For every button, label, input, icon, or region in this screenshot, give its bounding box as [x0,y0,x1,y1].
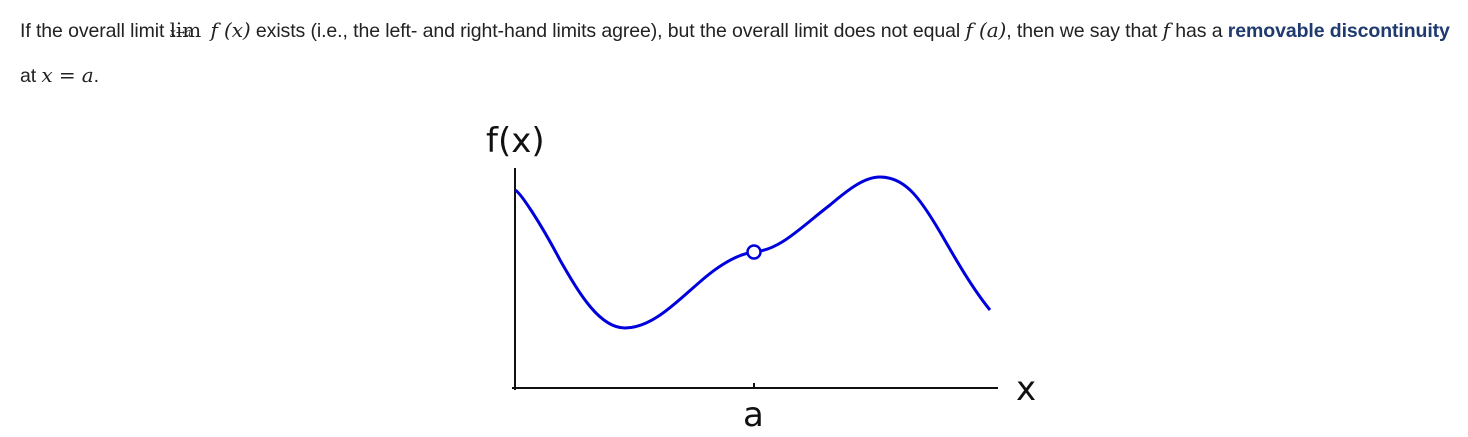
removable-discontinuity-graph: f(x) x a [486,121,1036,435]
lim-function: f (x) [210,18,251,42]
x-tick-label-a: a [743,395,764,435]
text-segment-2: exists (i.e., the left- and right-hand l… [255,20,961,42]
definition-paragraph: If the overall limit lim x→a f (x) exist… [20,8,1460,98]
x-axis-label: x [1016,369,1036,409]
text-segment-4: has a [1175,20,1223,42]
text-segment-6: . [93,65,99,87]
f-symbol: f [1162,18,1170,42]
text-segment-1: If the overall limit [20,20,165,42]
removable-discontinuity-term: removable discontinuity [1227,20,1450,42]
text-segment-3: , then we say that [1006,20,1158,42]
lim-subscript: x→a [169,26,192,39]
f-of-a: f (a) [965,18,1007,42]
lim-word: lim [169,18,202,42]
x-equals-a: x = a [41,63,94,87]
text-segment-5: at [20,65,37,87]
y-axis-label: f(x) [486,121,545,161]
hole-open-circle [746,244,762,260]
limit-notation: lim x→a [169,8,202,52]
